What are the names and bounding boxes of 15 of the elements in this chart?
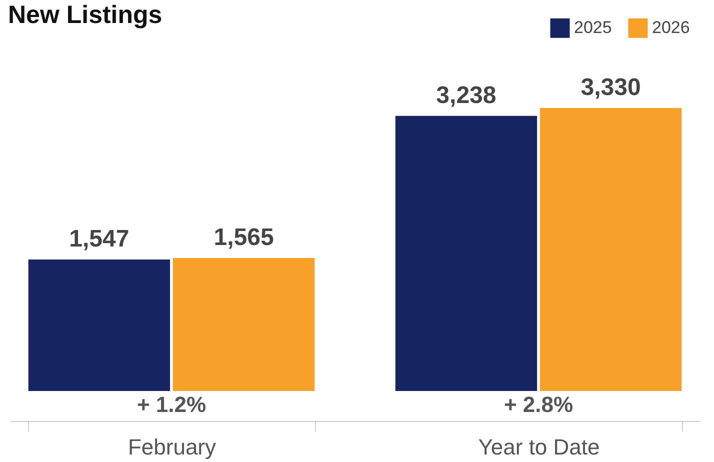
text: + 2.8% — [504, 392, 574, 417]
data-label: 3,238 — [436, 82, 496, 109]
legend-label: 2026 — [652, 18, 690, 38]
x-tick-label: February — [128, 434, 216, 460]
bar — [28, 260, 170, 391]
chart-title: New Listings — [8, 1, 162, 29]
x-tick-label: Year to Date — [478, 434, 600, 460]
bar — [395, 116, 538, 391]
data-label: 1,547 — [69, 226, 130, 253]
bar — [172, 258, 315, 391]
bar — [540, 108, 682, 391]
legend-label: 2025 — [574, 18, 612, 38]
data-label: 3,330 — [580, 74, 641, 101]
text: + 1.2% — [136, 392, 206, 417]
data-label: 1,565 — [214, 224, 274, 251]
